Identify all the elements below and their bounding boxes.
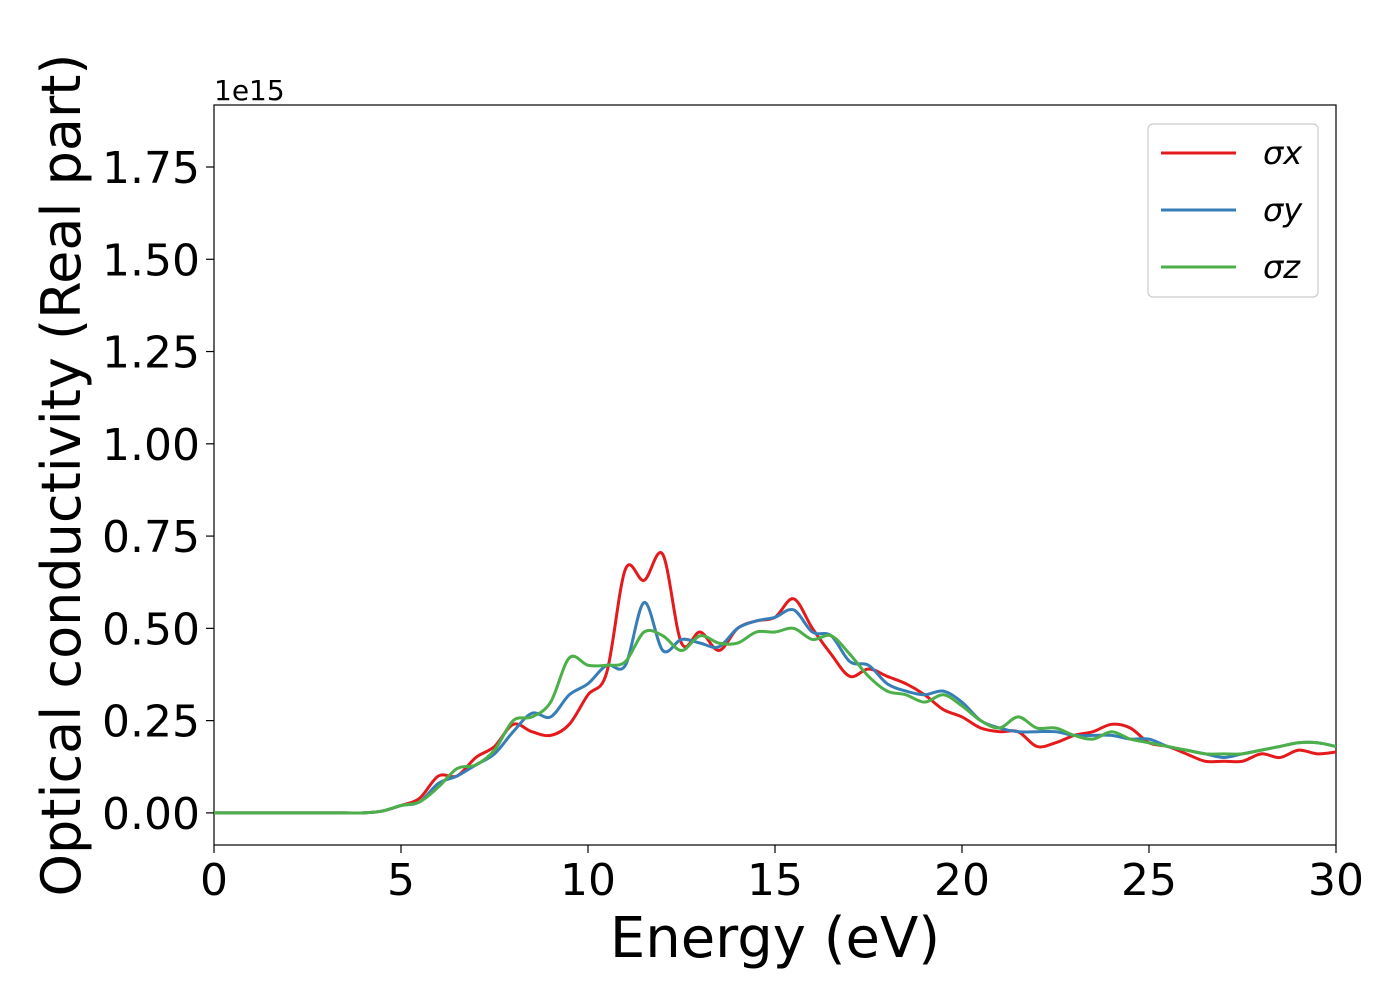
y-tick-label: 1.50	[102, 235, 200, 286]
x-tick-label: 20	[934, 855, 990, 906]
series-line	[214, 601, 1336, 815]
x-tick-label: 0	[200, 855, 228, 906]
y-offset-label: 1e15	[214, 74, 285, 107]
y-axis-label: Optical conductivity (Real part)	[30, 54, 93, 897]
x-axis-label: Energy (eV)	[610, 906, 940, 971]
y-tick-label: 1.25	[102, 328, 200, 379]
x-tick-label: 15	[747, 855, 803, 906]
y-tick-label: 0.25	[102, 697, 200, 748]
x-tick-label: 30	[1308, 855, 1364, 906]
legend-label: σx	[1263, 134, 1303, 172]
legend-label: σz	[1263, 248, 1301, 286]
y-tick-label: 0.00	[102, 789, 200, 840]
series-line	[214, 626, 1336, 815]
series-line	[214, 551, 1336, 815]
y-tick-label: 1.00	[102, 420, 200, 471]
x-tick-label: 10	[560, 855, 616, 906]
x-tick-label: 25	[1121, 855, 1177, 906]
y-tick-label: 0.50	[102, 604, 200, 655]
y-tick-label: 0.75	[102, 512, 200, 563]
legend-label: σy	[1263, 191, 1303, 229]
y-tick-label: 1.75	[102, 143, 200, 194]
x-tick-label: 5	[387, 855, 415, 906]
